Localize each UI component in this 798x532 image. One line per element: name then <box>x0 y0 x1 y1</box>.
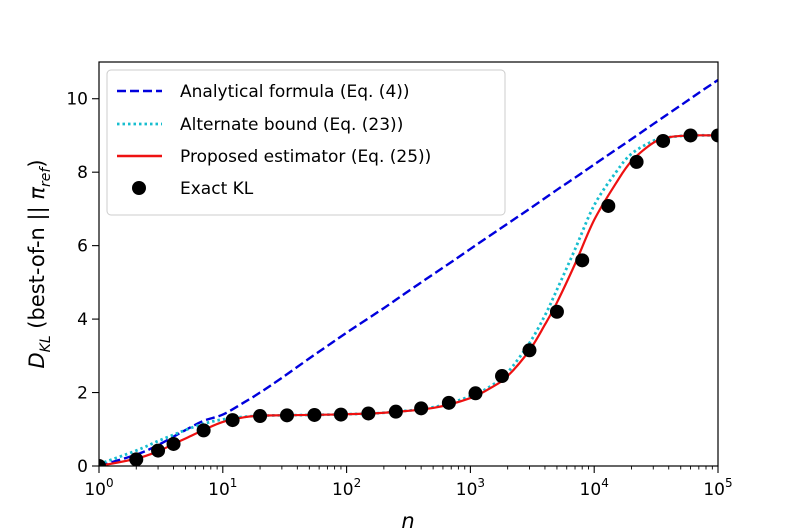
exact-kl-point <box>253 409 268 424</box>
y-tick-label: 0 <box>77 457 88 477</box>
exact-kl-point <box>575 253 590 268</box>
exact-kl-point <box>166 436 181 451</box>
y-axis-ticks: 0 2 4 6 8 10 <box>66 90 99 477</box>
legend-items: Analytical formula (Eq. (4)) Alternate bo… <box>117 82 431 199</box>
exact-kl-point <box>656 133 671 148</box>
exact-kl-point <box>225 413 240 428</box>
exact-kl-point <box>522 343 537 358</box>
legend-swatch-exact-kl <box>132 181 146 195</box>
exact-kl-point <box>99 459 106 466</box>
exact-kl-point <box>601 198 616 213</box>
x-tick-label: 103 <box>456 476 485 500</box>
exact-kl-point <box>151 443 166 458</box>
plot-frame <box>98 61 719 467</box>
x-tick-label: 104 <box>580 476 609 500</box>
exact-kl-point <box>307 407 322 422</box>
legend-label-analytical-formula-eq-4: Analytical formula (Eq. (4)) <box>180 82 410 102</box>
exact-kl-point <box>129 452 144 466</box>
exact-kl-point <box>333 407 348 422</box>
x-tick-label: 102 <box>332 476 361 500</box>
x-tick-label: 105 <box>703 476 732 500</box>
exact-kl-point <box>629 154 644 169</box>
legend-box <box>106 69 506 216</box>
x-tick-label: 101 <box>208 476 237 500</box>
legend: Analytical formula (Eq. (4)) Alternate bo… <box>106 69 506 216</box>
legend-label-alternate-bound-eq-23: Alternate bound (Eq. (23)) <box>180 115 403 135</box>
exact-kl-point <box>388 404 403 419</box>
exact-kl-point <box>495 369 510 384</box>
x-tick-label: 100 <box>84 476 113 500</box>
legend-label-proposed-estimator-eq-25: Proposed estimator (Eq. (25)) <box>180 147 431 167</box>
y-tick-label: 10 <box>66 90 88 110</box>
x-axis-label: n <box>401 509 414 532</box>
legend-label-exact-kl: Exact KL <box>180 179 254 199</box>
markers-layer <box>99 128 718 466</box>
exact-kl-point <box>196 423 211 438</box>
exact-kl-point <box>414 401 429 416</box>
y-tick-label: 8 <box>77 163 88 183</box>
exact-kl-point <box>711 128 718 143</box>
exact-kl-point <box>683 128 698 143</box>
exact-kl-point <box>279 408 294 423</box>
analytical-formula-eq-4-line <box>99 79 718 466</box>
exact-kl-point <box>361 406 376 421</box>
exact-kl-point <box>468 386 483 401</box>
x-axis-ticks: 100 101 102 103 104 105 <box>84 466 733 500</box>
y-tick-label: 4 <box>77 310 88 330</box>
y-tick-label: 2 <box>77 384 88 404</box>
exact-kl-point <box>441 395 456 410</box>
y-axis-label: DKL (best-of-n || πref) <box>25 159 54 368</box>
exact-kl-point <box>549 304 564 319</box>
y-tick-label: 6 <box>77 237 88 257</box>
